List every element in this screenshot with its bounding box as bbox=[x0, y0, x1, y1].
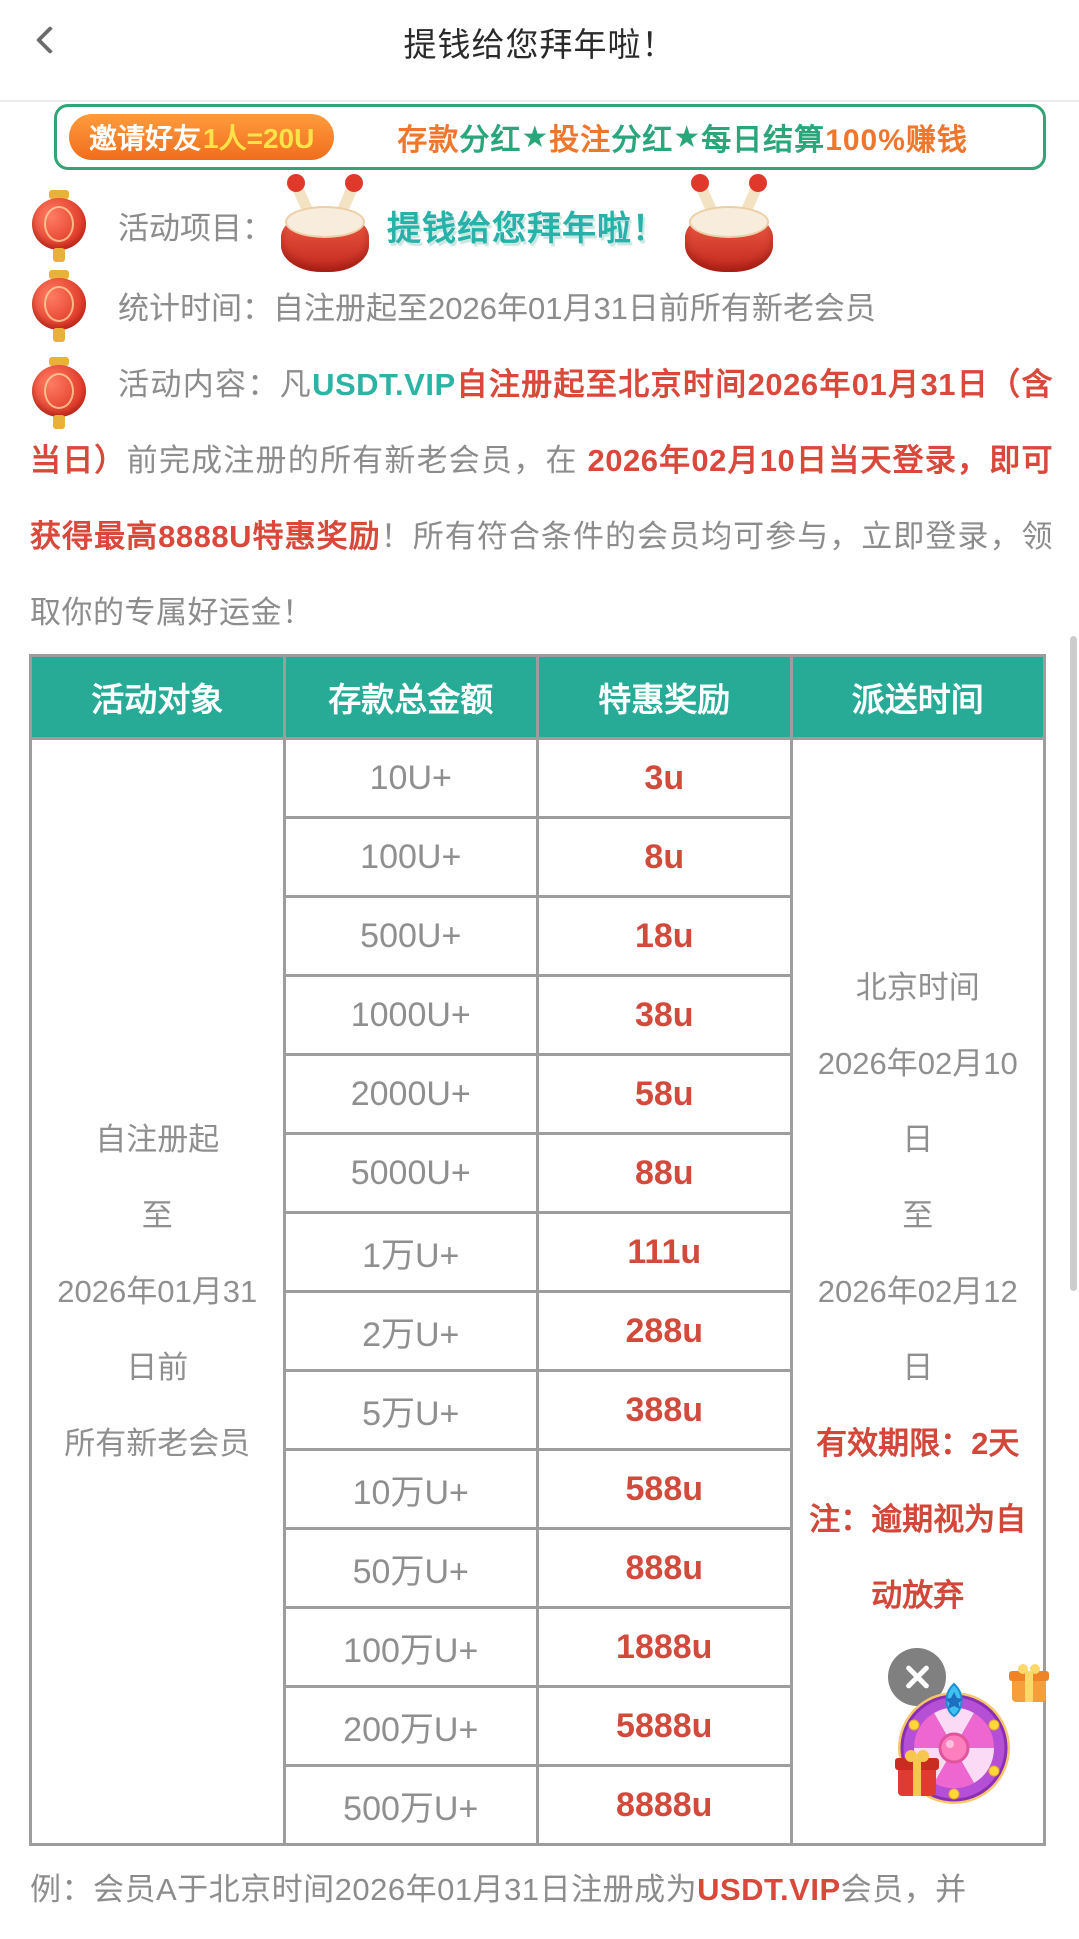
banner-seg: 每日结算 bbox=[701, 124, 826, 157]
example-part1: 例：会员A于北京时间2026年01月31日注册成为 bbox=[30, 1872, 698, 1907]
reward-cell: 18u bbox=[539, 898, 790, 974]
content-seg: 凡 bbox=[279, 367, 313, 402]
delivery-line: 日 bbox=[902, 1349, 934, 1385]
reward-cell: 8u bbox=[539, 819, 790, 895]
deposit-cell: 100U+ bbox=[285, 819, 536, 895]
delivery-note: 有效期限：2天 bbox=[816, 1425, 1020, 1461]
reward-cell: 1888u bbox=[539, 1609, 790, 1685]
deposit-cell: 50万U+ bbox=[285, 1530, 536, 1606]
reward-cell: 111u bbox=[539, 1214, 790, 1290]
reward-cell: 388u bbox=[539, 1372, 790, 1448]
page-title: 提钱给您拜年啦！ bbox=[403, 26, 676, 63]
col-header-audience: 活动对象 bbox=[32, 657, 283, 737]
content-seg: 前完成注册的所有新老会员，在 bbox=[126, 443, 588, 478]
content-seg: 2026年02月10日当天登录，即可获得最高8888U特惠奖励 bbox=[30, 443, 1053, 554]
activity-content-paragraph: 活动内容：凡USDT.VIP自注册起至北京时间2026年01月31日（含当日）前… bbox=[0, 347, 1079, 651]
banner-seg: 分红 bbox=[611, 124, 674, 157]
banner-seg: 存款 bbox=[397, 124, 460, 157]
activity-item-title: 提钱给您拜年啦！ bbox=[387, 209, 667, 248]
drum-icon bbox=[273, 174, 377, 272]
promo-marquee-banner[interactable]: 邀请好友 1人=20U 存款 分红 ★ 投注 分红 ★ 每日结算 100%赚钱 bbox=[54, 104, 1046, 170]
audience-line: 自注册起 bbox=[95, 1121, 220, 1157]
deposit-cell: 2万U+ bbox=[285, 1293, 536, 1369]
stat-time-label: 统计时间： bbox=[118, 290, 273, 326]
delivery-line: 北京时间 bbox=[855, 969, 980, 1005]
content-seg: 自注册起至北京时间2026年01月31日（含当日） bbox=[30, 367, 1054, 478]
drum-icon bbox=[677, 174, 781, 272]
scrollbar[interactable] bbox=[1070, 636, 1077, 1291]
delivery-line: 至 bbox=[902, 1197, 934, 1233]
deposit-cell: 1万U+ bbox=[285, 1214, 536, 1290]
col-header-reward: 特惠奖励 bbox=[539, 657, 790, 737]
example-text: 例：会员A于北京时间2026年01月31日注册成为USDT.VIP会员，并 bbox=[0, 1864, 1079, 1909]
rewards-table: 活动对象 存款总金额 特惠奖励 派送时间 自注册起 至 2026年01月31 日… bbox=[29, 654, 1046, 1846]
reward-cell: 3u bbox=[539, 740, 790, 816]
activity-item-label: 活动项目： bbox=[118, 210, 273, 246]
deposit-cell: 10U+ bbox=[285, 740, 536, 816]
star-icon: ★ bbox=[521, 120, 550, 154]
delivery-line: 2026年02月10 bbox=[817, 1045, 1018, 1081]
audience-line: 所有新老会员 bbox=[64, 1425, 251, 1461]
stat-time-text: 自注册起至2026年01月31日前所有新老会员 bbox=[273, 290, 876, 326]
banner-seg: 分红 bbox=[459, 124, 522, 157]
audience-cell: 自注册起 至 2026年01月31 日前 所有新老会员 bbox=[32, 740, 283, 1843]
reward-cell: 58u bbox=[539, 1056, 790, 1132]
brand-text: USDT.VIP bbox=[697, 1872, 841, 1907]
activity-item-row: 活动项目： 提钱给您拜年啦！ bbox=[0, 174, 1079, 274]
audience-line: 日前 bbox=[126, 1349, 189, 1385]
lantern-icon bbox=[30, 270, 88, 344]
deposit-cell: 500万U+ bbox=[285, 1767, 536, 1843]
col-header-delivery: 派送时间 bbox=[792, 657, 1043, 737]
deposit-cell: 2000U+ bbox=[285, 1056, 536, 1132]
reward-cell: 88u bbox=[539, 1135, 790, 1211]
stat-time-row: 统计时间： 自注册起至2026年01月31日前所有新老会员 bbox=[0, 270, 1079, 342]
reward-cell: 588u bbox=[539, 1451, 790, 1527]
banner-slogan: 存款 分红 ★ 投注 分红 ★ 每日结算 100%赚钱 bbox=[334, 115, 1031, 159]
invite-pill-highlight: 1人=20U bbox=[203, 123, 315, 154]
deposit-cell: 10万U+ bbox=[285, 1451, 536, 1527]
delivery-note: 动放弃 bbox=[871, 1577, 965, 1613]
star-icon: ★ bbox=[673, 120, 702, 154]
small-gift-icon bbox=[1006, 1660, 1052, 1706]
banner-seg: 100%赚钱 bbox=[825, 124, 968, 157]
reward-cell: 888u bbox=[539, 1530, 790, 1606]
deposit-cell: 5万U+ bbox=[285, 1372, 536, 1448]
deposit-cell: 500U+ bbox=[285, 898, 536, 974]
audience-line: 2026年01月31 bbox=[57, 1273, 258, 1309]
example-part2: 会员，并 bbox=[840, 1872, 967, 1907]
lantern-icon bbox=[30, 357, 88, 431]
lantern-icon bbox=[30, 190, 88, 264]
lucky-wheel-button[interactable] bbox=[890, 1680, 1018, 1808]
delivery-line: 2026年02月12 bbox=[817, 1273, 1018, 1309]
reward-cell: 5888u bbox=[539, 1688, 790, 1764]
invite-pill-text: 邀请好友 bbox=[89, 123, 202, 154]
invite-friend-pill: 邀请好友 1人=20U bbox=[69, 114, 335, 160]
delivery-note: 注：逾期视为自 bbox=[809, 1501, 1027, 1537]
audience-line: 至 bbox=[141, 1197, 173, 1233]
deposit-cell: 100万U+ bbox=[285, 1609, 536, 1685]
deposit-cell: 5000U+ bbox=[285, 1135, 536, 1211]
col-header-deposit: 存款总金额 bbox=[285, 657, 536, 737]
gift-box-icon bbox=[895, 1750, 939, 1796]
reward-cell: 8888u bbox=[539, 1767, 790, 1843]
deposit-cell: 1000U+ bbox=[285, 977, 536, 1053]
content-label: 活动内容： bbox=[118, 367, 280, 402]
banner-seg: 投注 bbox=[549, 124, 612, 157]
content-seg: ！所有符合条件的会员均可参与，立即登录，领取你的专属好运金！ bbox=[30, 519, 1053, 630]
deposit-cell: 200万U+ bbox=[285, 1688, 536, 1764]
reward-cell: 38u bbox=[539, 977, 790, 1053]
brand-text: USDT.VIP bbox=[312, 367, 456, 402]
top-nav-bar: 提钱给您拜年啦！ bbox=[0, 0, 1079, 102]
delivery-line: 日 bbox=[902, 1121, 934, 1157]
lucky-wheel-icon bbox=[895, 1682, 1010, 1804]
reward-cell: 288u bbox=[539, 1293, 790, 1369]
